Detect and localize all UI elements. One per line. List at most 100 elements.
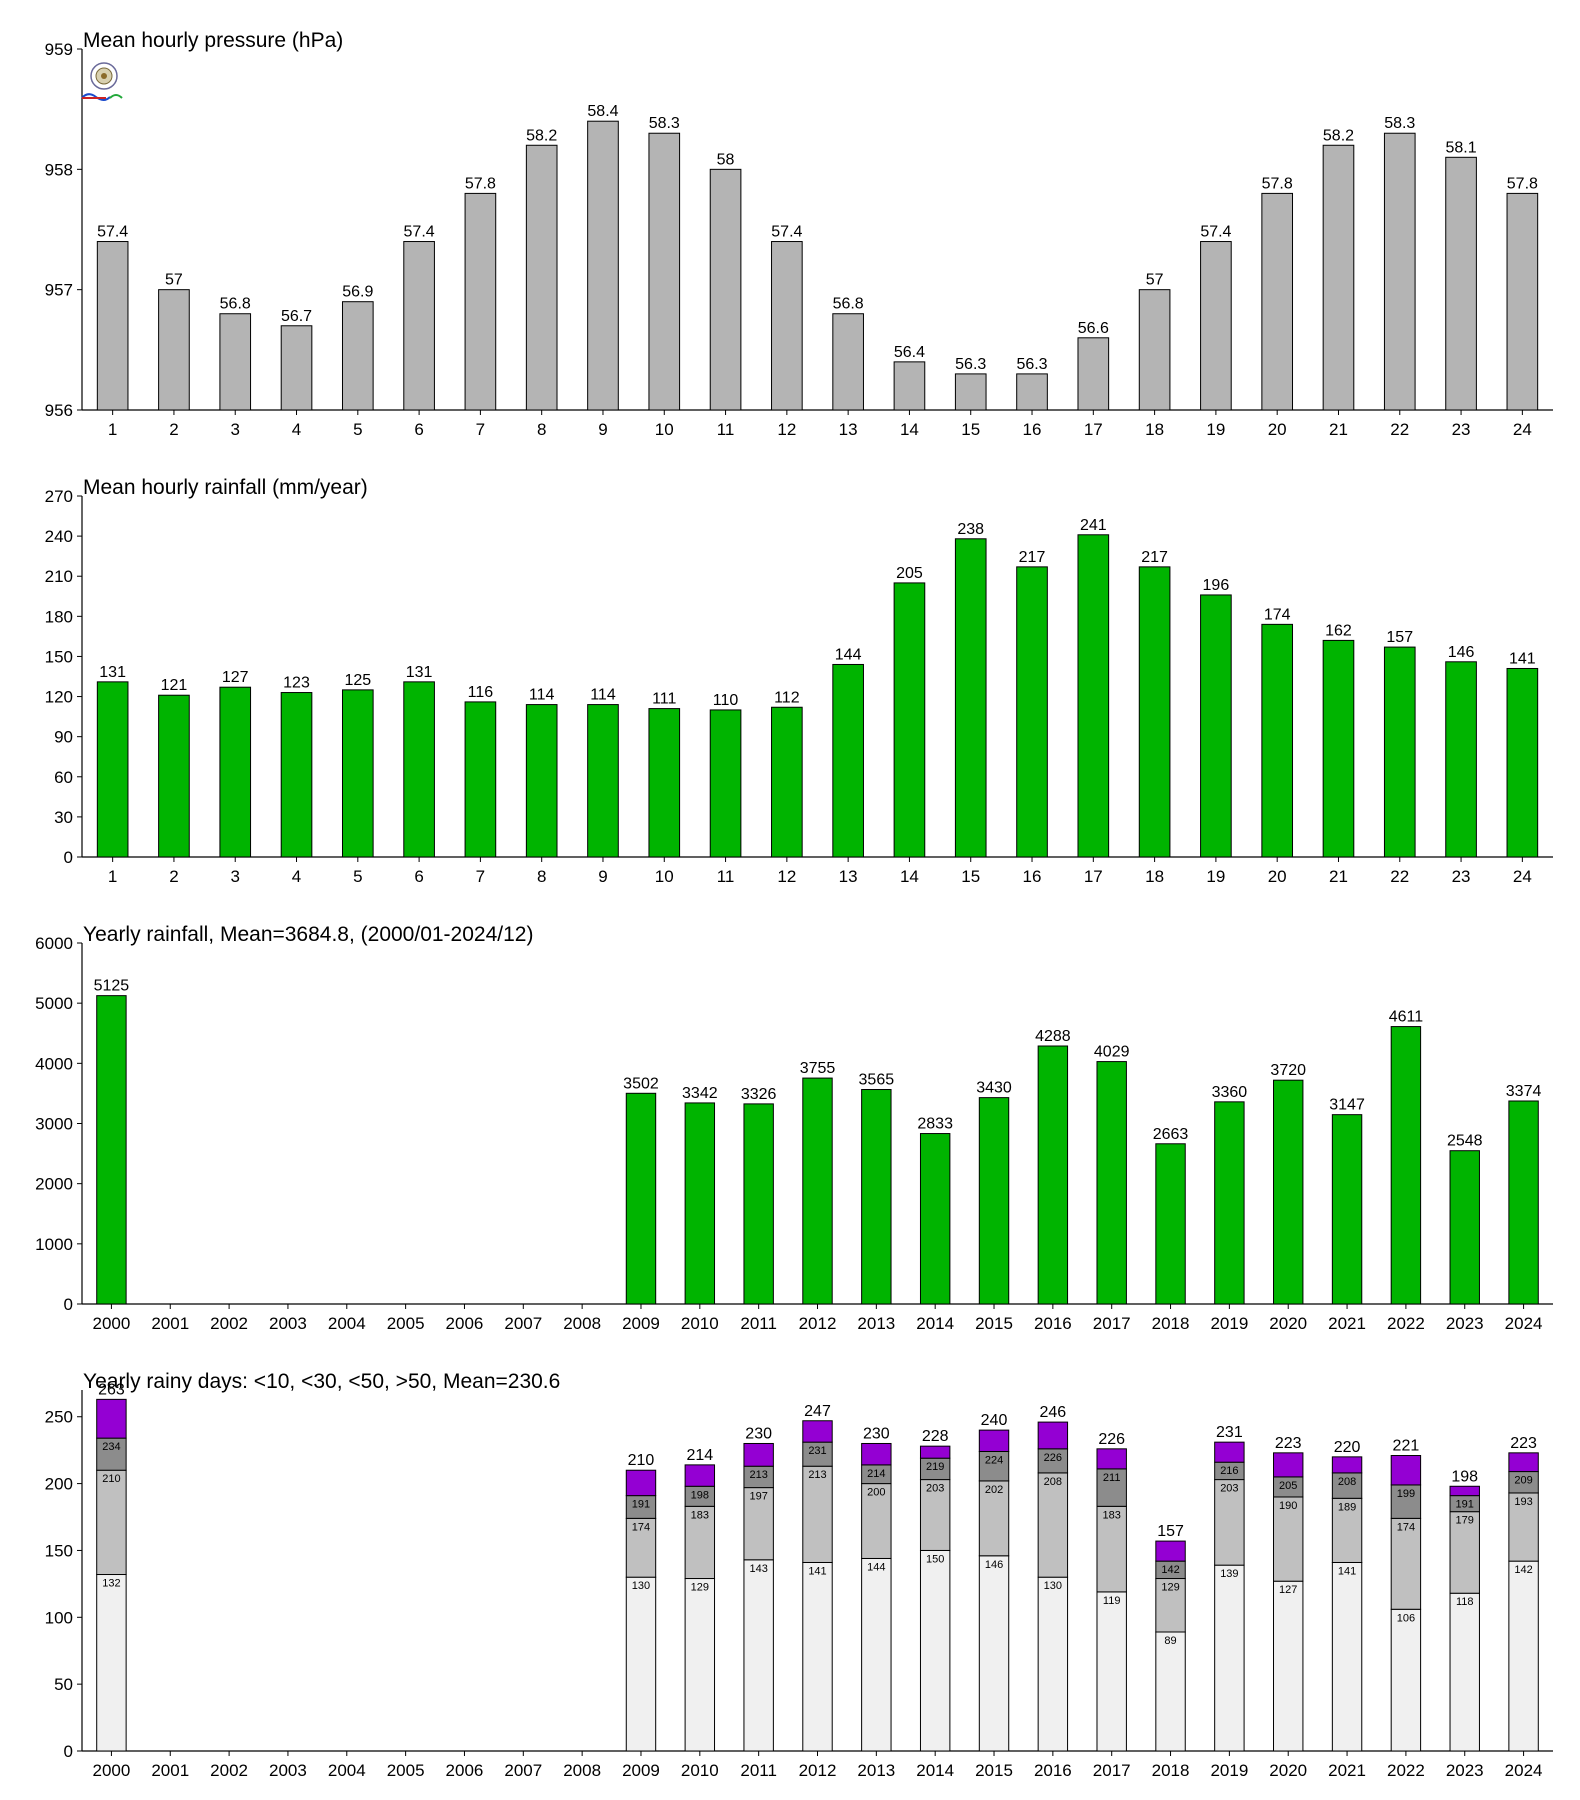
bar-segment	[861, 1557, 892, 1752]
segment-label: 205	[1279, 1480, 1297, 1492]
bar-segment	[1390, 1484, 1422, 1519]
y-tick-label: 150	[45, 1541, 73, 1560]
x-tick-label: 2016	[1034, 1761, 1072, 1780]
bar	[832, 663, 864, 858]
x-tick-label: 2015	[975, 1761, 1013, 1780]
y-tick-label: 956	[45, 401, 73, 420]
segment-label: 216	[1220, 1465, 1238, 1477]
bar-segment	[1449, 1592, 1480, 1752]
segment-label: 189	[1338, 1501, 1356, 1513]
segment-label: 174	[1397, 1521, 1415, 1533]
x-tick-label: 1	[108, 420, 117, 439]
x-tick-label: 14	[900, 867, 919, 886]
chart-title: Yearly rainfall, Mean=3684.8, (2000/01-2…	[83, 923, 533, 946]
data-label: 230	[745, 1425, 772, 1442]
x-tick-label: 3	[230, 867, 239, 886]
bar	[403, 681, 435, 858]
bar-segment	[1037, 1576, 1069, 1752]
data-label: 57.8	[1507, 175, 1538, 192]
data-label: 198	[1451, 1468, 1478, 1485]
x-tick-label: 2016	[1034, 1314, 1072, 1333]
bar	[893, 582, 926, 858]
y-tick-label: 250	[45, 1408, 73, 1427]
x-tick-label: 2015	[975, 1314, 1013, 1333]
bar	[96, 681, 129, 858]
x-tick-label: 6	[414, 420, 423, 439]
data-label: 247	[804, 1403, 831, 1420]
x-tick-label: 12	[777, 867, 796, 886]
bar-segment	[96, 1574, 127, 1752]
data-label: 230	[863, 1425, 890, 1442]
bar	[954, 538, 987, 858]
y-tick-label: 90	[54, 728, 73, 747]
data-label: 3720	[1270, 1062, 1306, 1079]
x-tick-label: 2019	[1210, 1314, 1248, 1333]
segment-label: 141	[1338, 1565, 1356, 1577]
x-tick-label: 2014	[916, 1314, 954, 1333]
x-tick-label: 5	[353, 867, 362, 886]
y-tick-label: 1000	[35, 1235, 73, 1254]
segment-label: 224	[985, 1455, 1003, 1467]
data-label: 221	[1393, 1438, 1420, 1455]
x-tick-label: 19	[1206, 867, 1225, 886]
x-tick-label: 16	[1023, 420, 1042, 439]
data-label: 56.8	[220, 296, 251, 313]
bar	[1077, 534, 1110, 858]
data-label: 56.9	[342, 284, 373, 301]
data-label: 157	[1386, 629, 1413, 646]
data-label: 144	[835, 646, 862, 663]
bar	[1037, 1045, 1069, 1305]
data-label: 141	[1509, 650, 1536, 667]
bar-segment	[1214, 1479, 1245, 1566]
bar	[1155, 1143, 1186, 1305]
bar-segment	[978, 1451, 1010, 1482]
y-tick-label: 30	[54, 808, 73, 827]
segment-label: 190	[1279, 1500, 1297, 1512]
x-tick-label: 2013	[857, 1761, 895, 1780]
segment-label: 183	[691, 1509, 709, 1521]
segment-label: 191	[1456, 1499, 1474, 1511]
bar-segment	[96, 1469, 127, 1576]
bar	[802, 1077, 833, 1305]
segment-label: 139	[1220, 1568, 1238, 1580]
bar	[587, 704, 619, 858]
x-tick-label: 2006	[446, 1761, 484, 1780]
chart-yearly-rainy-days: Yearly rainy days: <10, <30, <50, >50, M…	[45, 1370, 1553, 1780]
segment-label: 208	[1044, 1476, 1062, 1488]
bar-segment	[1273, 1580, 1304, 1752]
bar	[1322, 144, 1355, 411]
bar	[1445, 156, 1477, 411]
bar-segment	[1390, 1517, 1422, 1610]
segment-label: 208	[1338, 1476, 1356, 1488]
y-tick-label: 0	[64, 848, 73, 867]
y-tick-label: 200	[45, 1475, 73, 1494]
x-tick-label: 2019	[1210, 1761, 1248, 1780]
bar	[1383, 646, 1416, 858]
segment-label: 203	[926, 1483, 944, 1495]
bar-segment	[1508, 1560, 1539, 1752]
bar	[219, 686, 252, 858]
chart-mean-hourly-rainfall: Mean hourly rainfall (mm/year)0306090120…	[45, 476, 1553, 886]
data-label: 205	[896, 565, 923, 582]
segment-label: 199	[1397, 1488, 1415, 1500]
data-label: 57.4	[771, 224, 802, 241]
bar-segment	[96, 1398, 127, 1439]
data-label: 196	[1203, 577, 1230, 594]
bar-segment	[1214, 1441, 1245, 1463]
bar-segment	[1096, 1591, 1127, 1752]
x-tick-label: 21	[1329, 420, 1348, 439]
data-label: 228	[922, 1428, 949, 1445]
segment-label: 213	[749, 1469, 767, 1481]
segment-label: 219	[926, 1461, 944, 1473]
bar-segment	[1331, 1456, 1363, 1474]
bar-segment	[684, 1505, 716, 1580]
bar-segment	[684, 1464, 716, 1487]
bar-segment	[919, 1549, 951, 1752]
data-label: 157	[1157, 1523, 1184, 1540]
y-tick-label: 0	[64, 1295, 73, 1314]
bar-segment	[1508, 1492, 1539, 1562]
x-tick-label: 2009	[622, 1314, 660, 1333]
bar	[1506, 192, 1539, 411]
x-tick-label: 2004	[328, 1761, 366, 1780]
segment-label: 89	[1164, 1635, 1176, 1647]
